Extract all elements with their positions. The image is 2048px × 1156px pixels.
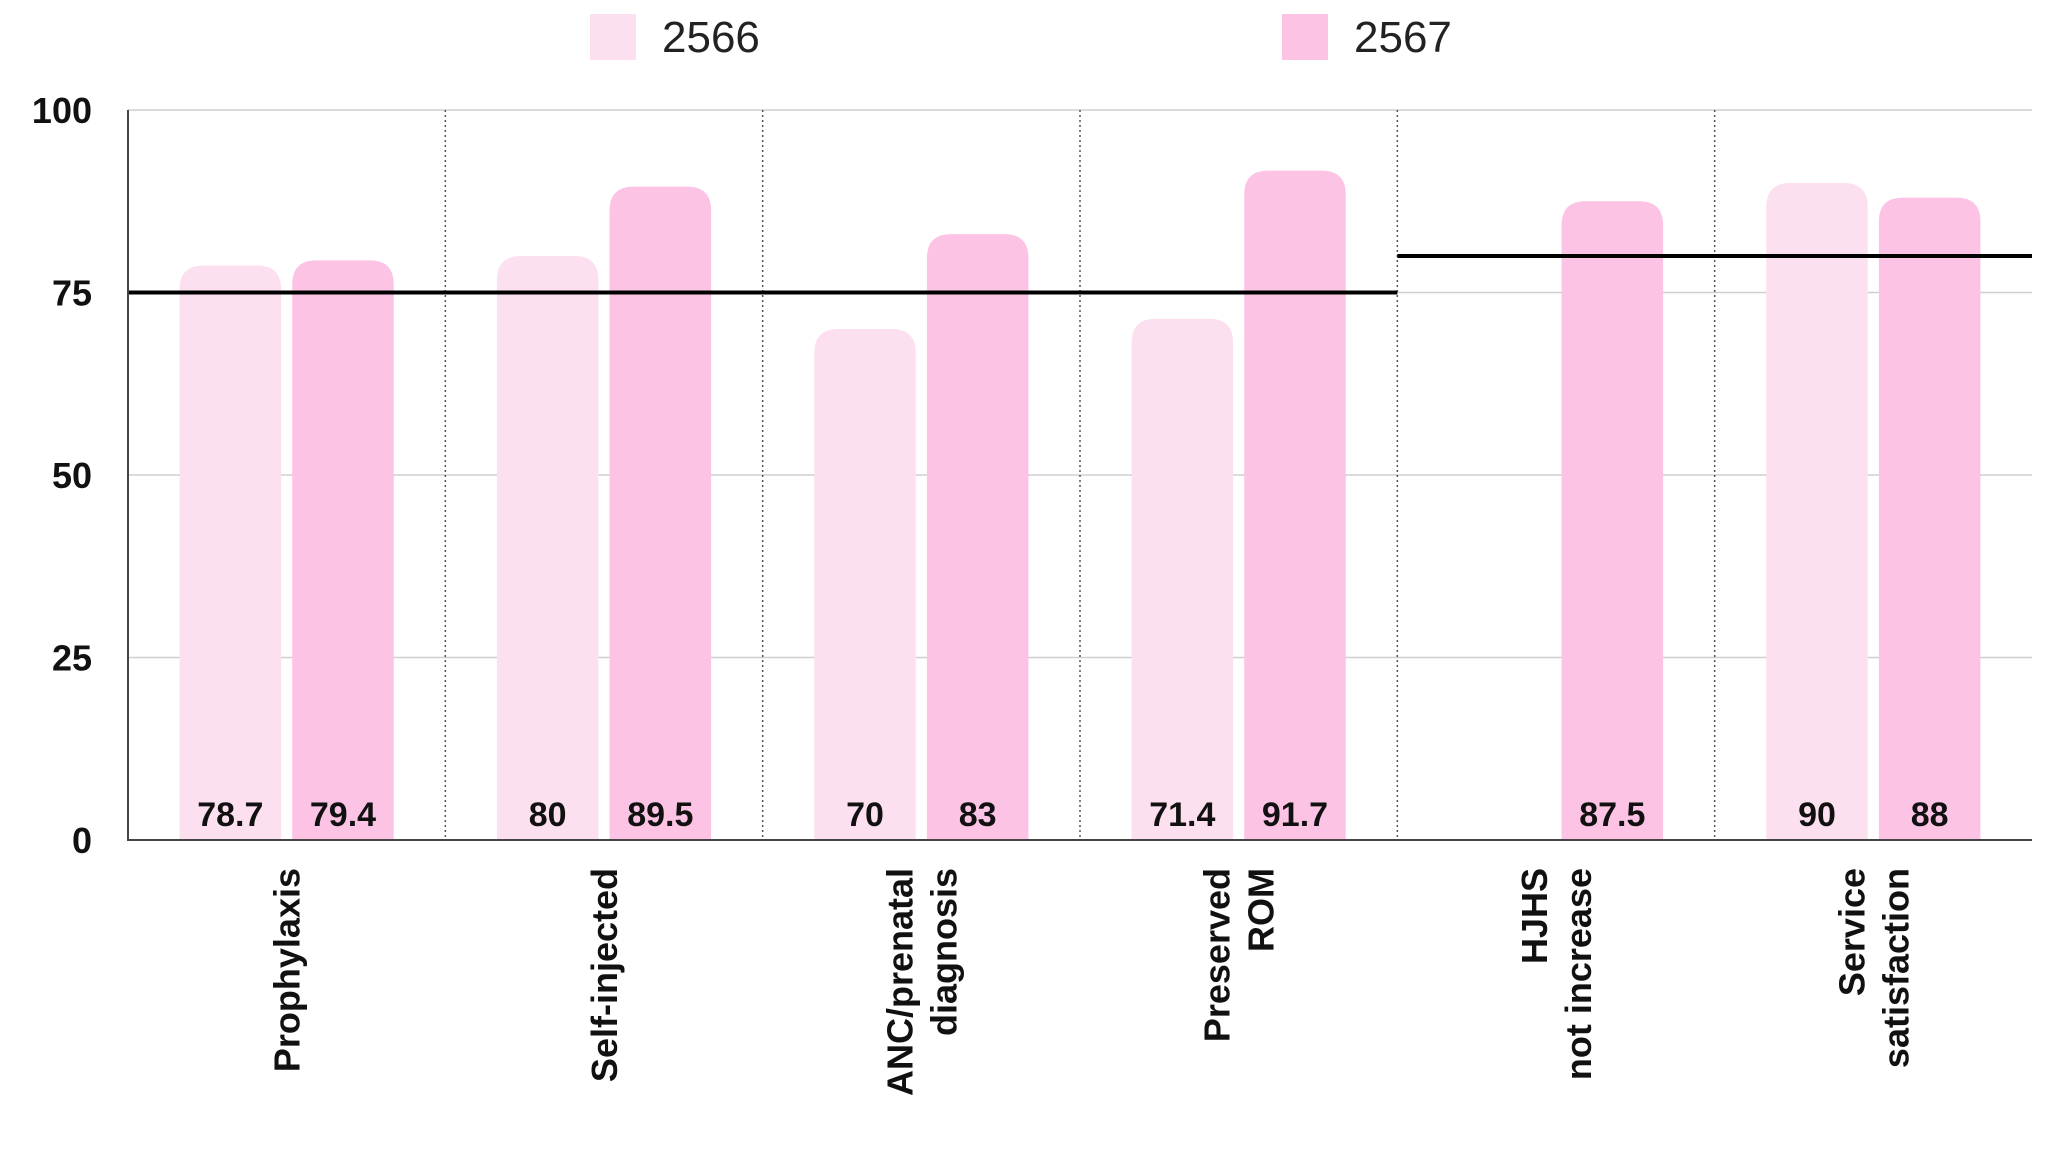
y-tick-label: 25 [52,638,92,679]
data-labels: 78.7 80 70 71.4 90 79.4 89.5 83 91.7 87.5 88 [197,796,1948,834]
legend-label-2567: 2567 [1354,13,1452,62]
data-label: 78.7 [197,796,263,834]
data-label: 71.4 [1149,796,1215,834]
data-label: 87.5 [1579,796,1645,834]
data-label: 91.7 [1262,796,1328,834]
x-tick-label: Service [1831,868,1872,996]
bar [1878,197,1981,841]
y-tick-label: 50 [52,455,92,496]
legend-label-2566: 2566 [662,13,760,62]
y-tick-labels: 0 25 50 75 100 [32,90,92,861]
data-label: 80 [529,796,567,834]
legend-swatch-2566 [590,14,636,60]
bar [1561,201,1664,840]
y-tick-label: 0 [72,820,92,861]
x-tick-label: Self-injected [584,868,625,1082]
x-tick-labels: Prophylaxis Self-injected ANC/prenatal diag… [267,868,1917,1096]
bar [179,265,282,840]
data-label: 70 [846,796,884,834]
bar [292,260,394,840]
legend: 2566 2567 [590,13,1452,62]
bar [496,256,599,840]
x-tick-label: satisfaction [1875,868,1916,1068]
bar [1131,318,1234,840]
x-tick-label: Prophylaxis [267,868,308,1072]
bar [1244,170,1346,841]
bar [926,234,1029,841]
data-label: 79.4 [310,796,376,834]
data-label: 89.5 [627,796,693,834]
y-tick-label: 75 [52,273,92,314]
data-label: 83 [959,796,997,834]
target-lines [128,254,2032,295]
x-tick-label: HJHS [1514,868,1555,964]
bar [814,329,916,840]
x-tick-label: ANC/prenatal [879,868,920,1096]
y-tick-label: 100 [32,90,92,131]
bar [609,186,712,840]
data-label: 90 [1798,796,1836,834]
x-tick-label: Preserved [1197,868,1238,1042]
bar [1766,183,1868,840]
data-label: 88 [1911,796,1949,834]
legend-swatch-2567 [1282,14,1328,60]
x-tick-label: ROM [1241,868,1282,952]
x-tick-label: not increase [1558,868,1599,1080]
axes [127,110,2032,841]
category-separators [444,110,1716,840]
x-tick-label: diagnosis [923,868,964,1036]
bars [179,170,1981,841]
